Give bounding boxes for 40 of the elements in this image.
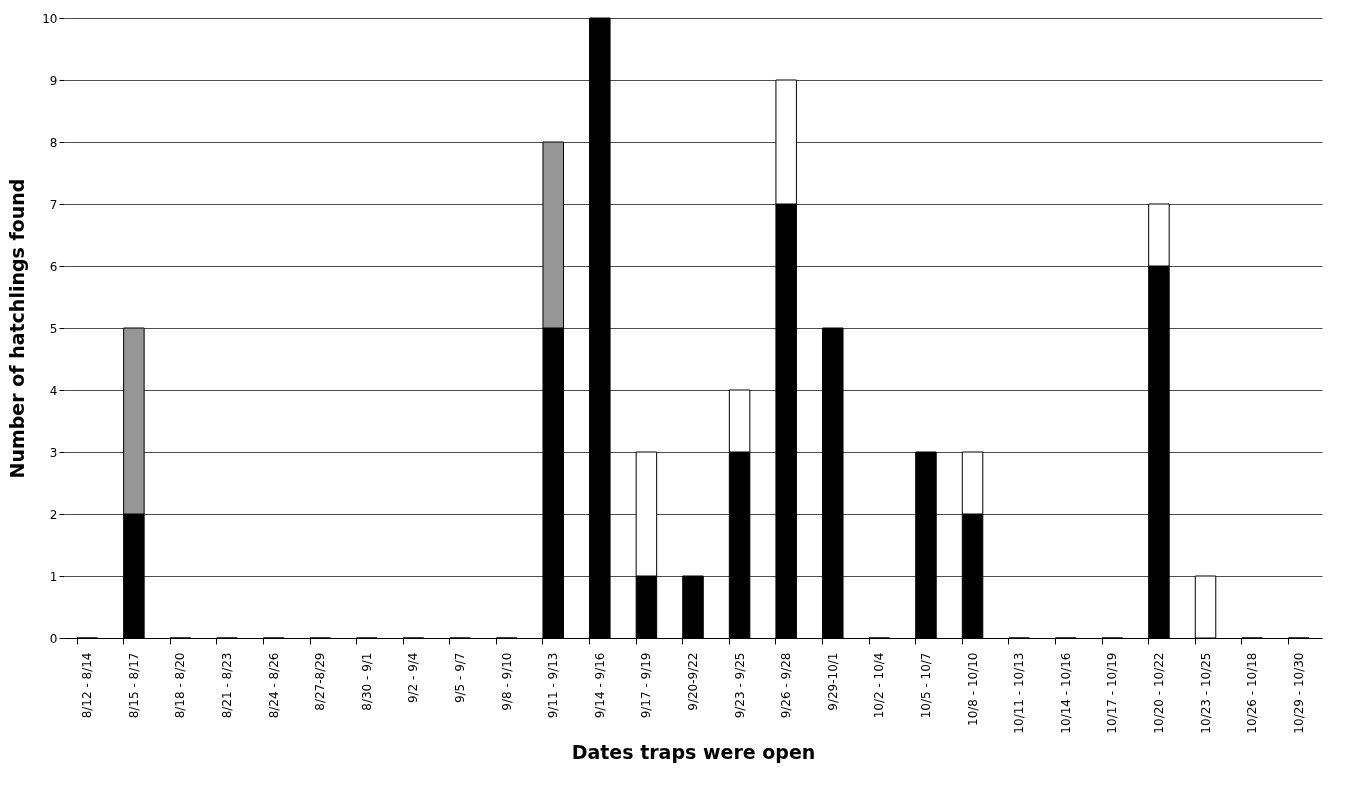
y-tick-label: 3 bbox=[49, 445, 58, 460]
x-tick-label: 10/14 - 10/16 bbox=[1058, 652, 1073, 734]
x-tick-label: 10/17 - 10/19 bbox=[1105, 652, 1120, 734]
x-tick-label: 10/11 - 10/13 bbox=[1012, 652, 1027, 734]
y-tick-label: 5 bbox=[49, 321, 58, 336]
x-tick-label: 9/20-9/22 bbox=[686, 652, 700, 711]
x-tick-label: 8/30 - 9/1 bbox=[359, 652, 374, 711]
x-tick-label: 10/8 - 10/10 bbox=[965, 652, 980, 726]
x-tick-label: 10/23 - 10/25 bbox=[1198, 652, 1213, 734]
x-tick-label: 9/11 - 9/13 bbox=[546, 652, 561, 719]
y-tick-label: 0 bbox=[49, 631, 58, 646]
x-tick-label: 8/27-8/29 bbox=[313, 652, 328, 711]
y-tick-label: 4 bbox=[49, 383, 58, 398]
x-tick-label: 9/8 - 9/10 bbox=[499, 652, 514, 711]
x-tick-label: 9/17 - 9/19 bbox=[639, 652, 654, 719]
x-tick-label: 9/14 - 9/16 bbox=[592, 652, 607, 719]
x-tick-label: 8/12 - 8/14 bbox=[80, 652, 95, 719]
x-tick-label: 10/29 - 10/30 bbox=[1291, 652, 1306, 734]
y-axis-title: Number of hatchlings found bbox=[6, 178, 29, 479]
x-tick-label: 9/5 - 9/7 bbox=[453, 652, 468, 704]
y-tick-label: 9 bbox=[49, 73, 58, 88]
x-axis-title: Dates traps were open bbox=[571, 740, 816, 763]
x-tick-label: 8/15 - 8/17 bbox=[126, 652, 141, 719]
x-tick-label: 10/20 - 10/22 bbox=[1151, 652, 1166, 734]
y-tick-label: 7 bbox=[49, 197, 58, 212]
x-tick-label: 9/29-10/1 bbox=[825, 652, 840, 711]
y-tick-label: 6 bbox=[49, 259, 58, 274]
x-tick-label: 10/26 - 10/18 bbox=[1245, 652, 1260, 734]
x-tick-label: 8/21 - 8/23 bbox=[220, 652, 235, 719]
x-tick-label: 10/2 - 10/4 bbox=[872, 652, 887, 719]
x-tick-label: 9/23 - 9/25 bbox=[732, 652, 747, 719]
y-tick-label: 8 bbox=[49, 135, 58, 150]
x-tick-label: 8/18 - 8/20 bbox=[173, 652, 188, 719]
y-tick-label: 1 bbox=[49, 569, 58, 584]
x-tick-label: 10/5 - 10/7 bbox=[918, 652, 933, 719]
y-tick-label: 10 bbox=[42, 11, 58, 26]
x-tick-label: 9/26 - 9/28 bbox=[779, 652, 794, 719]
x-tick-label: 8/24 - 8/26 bbox=[266, 652, 281, 719]
x-tick-label: 9/2 - 9/4 bbox=[406, 652, 421, 704]
y-tick-label: 2 bbox=[49, 507, 58, 522]
